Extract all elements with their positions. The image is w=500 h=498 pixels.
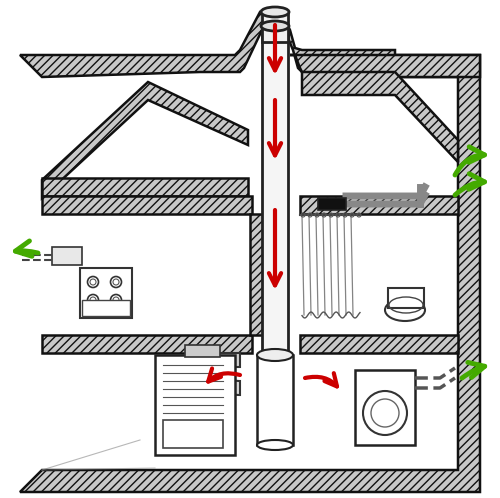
Bar — [42, 178, 248, 196]
Bar — [300, 335, 458, 353]
Polygon shape — [302, 72, 458, 162]
Bar — [250, 214, 270, 335]
Ellipse shape — [261, 7, 289, 17]
Bar — [355, 370, 415, 445]
Bar — [52, 247, 82, 265]
Ellipse shape — [257, 349, 293, 361]
Polygon shape — [20, 12, 480, 492]
Polygon shape — [290, 55, 480, 77]
Bar — [388, 288, 424, 308]
Polygon shape — [42, 82, 248, 198]
Bar — [300, 196, 458, 214]
Bar — [200, 353, 240, 367]
Bar — [163, 420, 223, 448]
Ellipse shape — [385, 299, 425, 321]
Polygon shape — [42, 30, 458, 470]
Polygon shape — [198, 353, 240, 395]
Bar — [82, 300, 130, 316]
Bar — [80, 268, 132, 318]
Ellipse shape — [257, 440, 293, 450]
Bar — [257, 355, 293, 445]
Bar — [42, 196, 252, 214]
Bar — [155, 355, 235, 455]
Bar — [318, 198, 346, 210]
Ellipse shape — [261, 21, 289, 31]
Bar — [42, 335, 252, 353]
Bar — [262, 26, 288, 361]
Bar — [262, 12, 288, 42]
Bar — [185, 345, 220, 357]
